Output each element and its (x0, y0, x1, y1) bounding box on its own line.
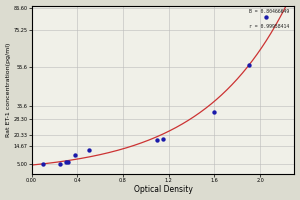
X-axis label: Optical Density: Optical Density (134, 185, 192, 194)
Y-axis label: Rat ET-1 concentration(pg/ml): Rat ET-1 concentration(pg/ml) (6, 42, 10, 137)
Point (73, 154, 77, 157)
Point (160, 137, 165, 140)
Text: B = 0.80466649: B = 0.80466649 (249, 9, 289, 14)
Point (212, 111, 217, 114)
Point (155, 139, 160, 142)
Point (246, 63, 251, 66)
Point (263, 15, 268, 19)
Point (86, 148, 91, 151)
Point (40, 162, 45, 166)
Point (63, 161, 68, 164)
Point (58, 162, 62, 165)
Text: r = 0.99958414: r = 0.99958414 (249, 24, 289, 29)
Point (66, 160, 70, 163)
